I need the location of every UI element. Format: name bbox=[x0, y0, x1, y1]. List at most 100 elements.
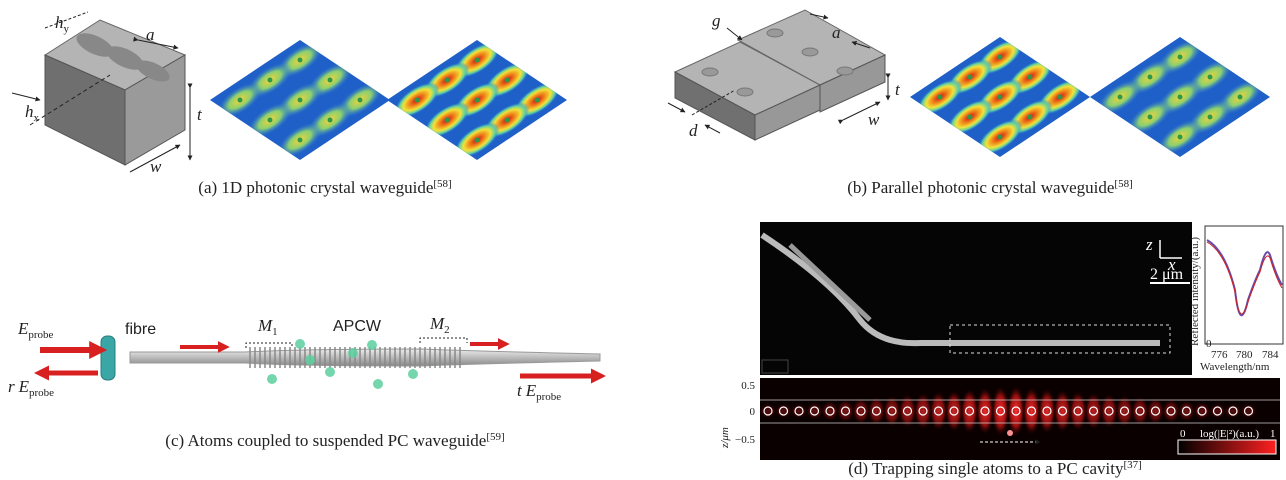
glow bbox=[1007, 386, 1025, 437]
label-d: d bbox=[689, 121, 698, 140]
atom bbox=[268, 78, 273, 83]
atom bbox=[968, 115, 973, 120]
atom bbox=[1028, 115, 1033, 120]
label-a: a bbox=[146, 25, 155, 44]
atom bbox=[1118, 95, 1123, 100]
atom bbox=[373, 379, 383, 389]
glow bbox=[1085, 392, 1103, 430]
glow bbox=[961, 389, 979, 434]
atom bbox=[1028, 75, 1033, 80]
axis-z: z bbox=[1145, 235, 1153, 254]
label: E bbox=[525, 381, 537, 400]
label-w: w bbox=[868, 110, 880, 129]
subscript: y bbox=[64, 23, 70, 35]
caption-text: (d) Trapping single atoms to a PC cavity bbox=[848, 459, 1124, 478]
atom bbox=[328, 118, 333, 123]
reference: [37] bbox=[1123, 459, 1141, 471]
map-spots bbox=[912, 33, 1089, 162]
atom bbox=[1208, 115, 1213, 120]
atom bbox=[238, 98, 243, 103]
subscript: 2 bbox=[444, 324, 450, 336]
label-m1: M1 bbox=[257, 316, 278, 338]
atom bbox=[968, 75, 973, 80]
glow bbox=[914, 393, 932, 430]
label: h bbox=[25, 102, 34, 121]
field-maps bbox=[910, 33, 1270, 162]
label: E bbox=[17, 319, 29, 338]
map-spots bbox=[389, 36, 566, 165]
atom bbox=[298, 58, 303, 63]
atom bbox=[1178, 95, 1183, 100]
subscript: probe bbox=[28, 329, 53, 341]
label: M bbox=[257, 316, 273, 335]
map-spots bbox=[1092, 33, 1269, 162]
atom bbox=[305, 355, 315, 365]
glow bbox=[1069, 391, 1087, 431]
field-ylabel: z/μm bbox=[719, 427, 731, 449]
atom bbox=[295, 339, 305, 349]
glow bbox=[806, 402, 824, 420]
atom bbox=[998, 55, 1003, 60]
field-ytick: 0 bbox=[750, 406, 756, 418]
label: M bbox=[429, 314, 445, 333]
atom bbox=[475, 58, 480, 63]
atom bbox=[268, 118, 273, 123]
caption-text: (b) Parallel photonic crystal waveguide bbox=[847, 178, 1114, 197]
colorbar-max: 1 bbox=[1270, 428, 1276, 440]
spectrum-xtick: 780 bbox=[1236, 349, 1253, 361]
label-hy: hy bbox=[55, 13, 70, 35]
glow bbox=[992, 386, 1010, 436]
atom bbox=[1238, 95, 1243, 100]
atom bbox=[1148, 75, 1153, 80]
label: h bbox=[55, 13, 64, 32]
spectrum-xtick: 784 bbox=[1262, 349, 1279, 361]
glow bbox=[1240, 403, 1258, 419]
figure: hy a t w hx (a) 1D photonic crystal wave… bbox=[0, 0, 1286, 480]
glow bbox=[976, 387, 994, 435]
label-e-probe: Eprobe bbox=[17, 319, 54, 341]
atom bbox=[298, 98, 303, 103]
atom bbox=[445, 118, 450, 123]
atom bbox=[475, 98, 480, 103]
reference: [59] bbox=[486, 431, 504, 443]
caption: (c) Atoms coupled to suspended PC wavegu… bbox=[165, 431, 504, 450]
glow bbox=[1162, 399, 1180, 423]
reference: [58] bbox=[433, 178, 451, 190]
label-m2: M2 bbox=[429, 314, 450, 336]
atom bbox=[938, 95, 943, 100]
colorbar-label: log(|E|²)(a.u.) bbox=[1200, 428, 1259, 440]
glow bbox=[852, 398, 870, 424]
field-maps bbox=[210, 36, 567, 165]
atom bbox=[505, 78, 510, 83]
label-g: g bbox=[712, 11, 721, 30]
glow bbox=[759, 403, 777, 419]
glow bbox=[837, 399, 855, 422]
caption-text: (c) Atoms coupled to suspended PC wavegu… bbox=[165, 431, 486, 450]
panel-b: g a t w d (b) Parallel photonic crystal … bbox=[668, 10, 1270, 197]
atom bbox=[998, 95, 1003, 100]
atom bbox=[325, 367, 335, 377]
atom bbox=[535, 98, 540, 103]
glow bbox=[868, 397, 886, 426]
label-t: t bbox=[895, 80, 901, 99]
spectrum-xtick: 776 bbox=[1211, 349, 1228, 361]
label-t: t bbox=[197, 105, 203, 124]
glow bbox=[821, 401, 839, 422]
subscript: probe bbox=[536, 391, 561, 403]
colorbar-min: 0 bbox=[1180, 428, 1186, 440]
atom bbox=[267, 374, 277, 384]
label-t-probe: tEprobe bbox=[517, 381, 561, 403]
atom bbox=[1208, 75, 1213, 80]
reference: [58] bbox=[1114, 178, 1132, 190]
caption: (a) 1D photonic crystal waveguide[58] bbox=[198, 178, 451, 197]
glow bbox=[1224, 403, 1242, 419]
glow bbox=[1178, 400, 1196, 421]
atom bbox=[1148, 115, 1153, 120]
atom bbox=[358, 98, 363, 103]
glow bbox=[1038, 388, 1056, 434]
glow bbox=[790, 403, 808, 419]
label-w: w bbox=[150, 157, 162, 176]
atom bbox=[328, 78, 333, 83]
atom bbox=[475, 138, 480, 143]
atom bbox=[1178, 135, 1183, 140]
